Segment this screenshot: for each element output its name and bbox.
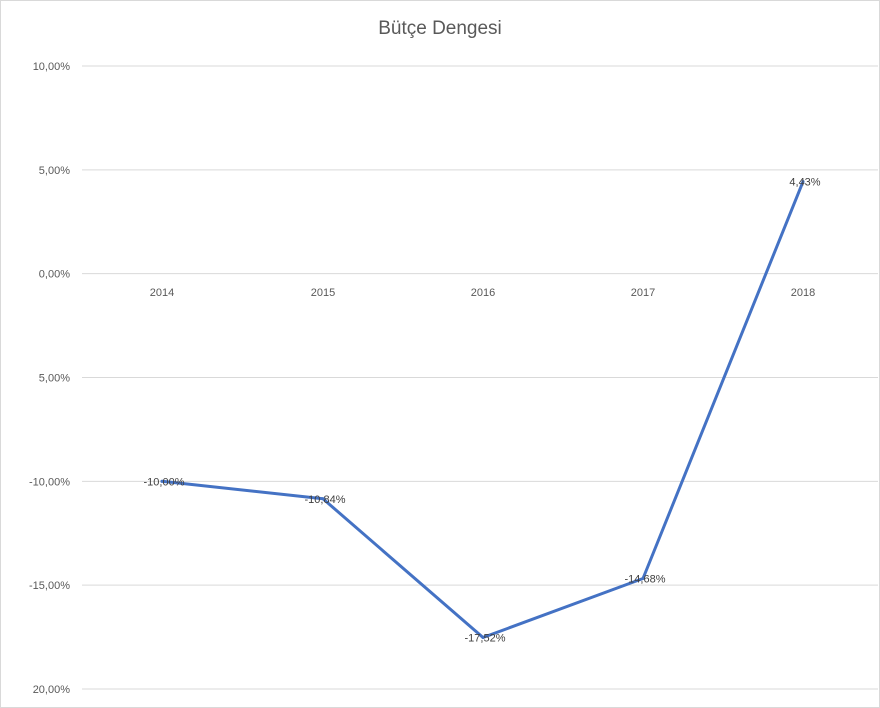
data-point — [801, 180, 805, 184]
x-category-label: 2016 — [471, 287, 495, 299]
data-label: -10,00% — [144, 476, 185, 488]
y-tick-label: -15,00% — [29, 580, 70, 592]
data-label: -10,84% — [305, 494, 346, 506]
x-category-label: 2014 — [150, 287, 174, 299]
data-point — [641, 577, 645, 581]
x-category-label: 2018 — [791, 287, 815, 299]
y-tick-label: 0,00% — [39, 269, 70, 281]
data-label: -17,52% — [465, 632, 506, 644]
gridlines — [82, 65, 878, 690]
data-labels: -10,00% -10,84% -17,52% -14,68% 4,43% — [144, 177, 821, 645]
y-tick-label: 5,00% — [39, 373, 70, 385]
data-label: 4,43% — [789, 177, 820, 189]
data-point — [321, 497, 325, 501]
y-tick-label: 20,00% — [33, 684, 71, 696]
series-layer — [160, 180, 805, 639]
data-point — [160, 479, 164, 483]
chart-title: Bütçe Dengesi — [378, 18, 502, 39]
y-axis-tick-labels: 10,00% 5,00% 0,00% 5,00% -10,00% -15,00% 20,00… — [29, 61, 70, 696]
series-line — [160, 180, 805, 639]
y-tick-label: -10,00% — [29, 476, 70, 488]
x-category-label: 2015 — [311, 287, 335, 299]
x-axis-category-labels: 2014 2015 2016 2017 2018 — [150, 287, 815, 299]
y-tick-label: 10,00% — [33, 61, 71, 73]
y-tick-label: 5,00% — [39, 165, 70, 177]
x-category-label: 2017 — [631, 287, 655, 299]
data-label: -14,68% — [625, 574, 666, 586]
data-point — [481, 635, 485, 639]
